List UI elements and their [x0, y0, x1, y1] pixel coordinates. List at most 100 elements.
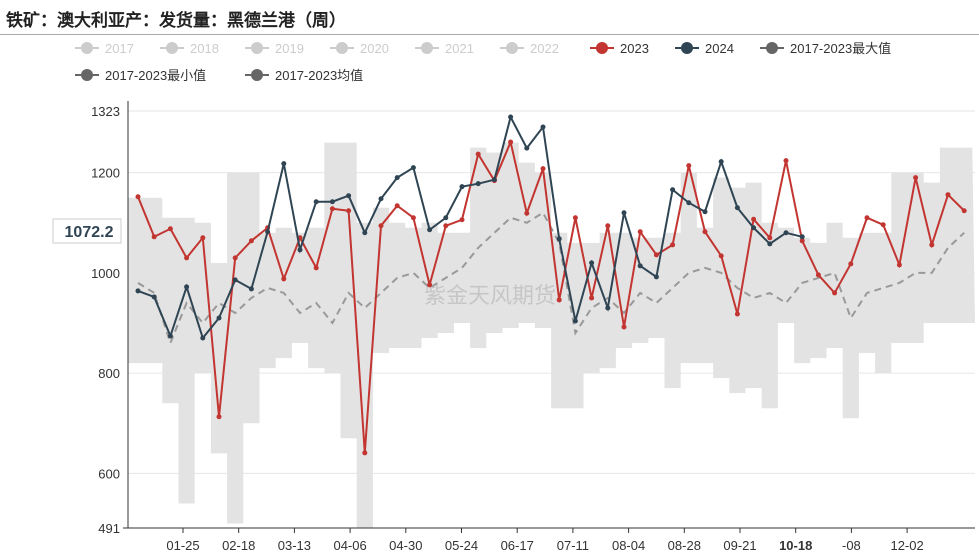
point-2023[interactable]: [378, 223, 384, 229]
point-2024[interactable]: [313, 199, 319, 205]
point-2024[interactable]: [799, 234, 805, 240]
point-2023[interactable]: [216, 414, 222, 420]
point-2024[interactable]: [297, 247, 303, 253]
point-2023[interactable]: [637, 229, 643, 235]
legend-item-2019[interactable]: 2019: [245, 41, 304, 56]
point-2023[interactable]: [475, 151, 481, 157]
point-2023[interactable]: [702, 229, 708, 235]
point-2023[interactable]: [427, 282, 433, 288]
point-2023[interactable]: [248, 238, 254, 244]
point-2024[interactable]: [443, 215, 449, 221]
point-2023[interactable]: [362, 450, 368, 456]
point-2024[interactable]: [459, 184, 465, 190]
point-2023[interactable]: [508, 139, 514, 145]
point-2023[interactable]: [605, 223, 611, 229]
point-2024[interactable]: [491, 177, 497, 183]
point-2024[interactable]: [248, 286, 254, 292]
point-2024[interactable]: [216, 315, 222, 321]
point-2024[interactable]: [734, 205, 740, 211]
point-2023[interactable]: [281, 276, 287, 282]
point-2024[interactable]: [378, 196, 384, 202]
point-2023[interactable]: [184, 255, 190, 261]
point-2024[interactable]: [265, 229, 271, 235]
point-2024[interactable]: [394, 175, 400, 181]
point-2024[interactable]: [751, 225, 757, 231]
point-2023[interactable]: [815, 272, 821, 278]
point-2023[interactable]: [913, 175, 919, 181]
point-2024[interactable]: [200, 335, 206, 341]
point-2023[interactable]: [443, 223, 449, 229]
legend-item-2022[interactable]: 2022: [500, 41, 559, 56]
point-2024[interactable]: [767, 241, 773, 247]
point-2024[interactable]: [556, 236, 562, 242]
legend-item-2024[interactable]: 2024: [675, 41, 734, 56]
point-2023[interactable]: [459, 217, 465, 223]
point-2024[interactable]: [508, 114, 514, 120]
legend-item-2017-2023最小值[interactable]: 2017-2023最小值: [75, 68, 206, 83]
point-2024[interactable]: [151, 294, 157, 300]
point-2023[interactable]: [848, 261, 854, 267]
point-2024[interactable]: [589, 260, 595, 266]
point-2024[interactable]: [540, 124, 546, 130]
legend-item-2017[interactable]: 2017: [75, 41, 134, 56]
point-2023[interactable]: [135, 194, 141, 200]
point-2023[interactable]: [767, 235, 773, 241]
legend-item-2018[interactable]: 2018: [160, 41, 219, 56]
point-2023[interactable]: [961, 208, 967, 214]
point-2024[interactable]: [783, 230, 789, 236]
legend-item-2017-2023均值[interactable]: 2017-2023均值: [245, 68, 363, 83]
point-2023[interactable]: [734, 311, 740, 317]
point-2023[interactable]: [945, 192, 951, 198]
legend-item-2020[interactable]: 2020: [330, 41, 389, 56]
point-2023[interactable]: [864, 215, 870, 221]
point-2024[interactable]: [346, 193, 352, 199]
legend-item-2017-2023最大值[interactable]: 2017-2023最大值: [760, 41, 891, 56]
point-2023[interactable]: [880, 222, 886, 228]
point-2023[interactable]: [556, 297, 562, 303]
point-2024[interactable]: [605, 305, 611, 311]
point-2024[interactable]: [702, 209, 708, 215]
point-2023[interactable]: [232, 255, 238, 261]
point-2023[interactable]: [167, 226, 173, 232]
point-2023[interactable]: [313, 265, 319, 271]
point-2023[interactable]: [718, 253, 724, 259]
point-2024[interactable]: [572, 318, 578, 324]
point-2023[interactable]: [589, 295, 595, 301]
point-2023[interactable]: [799, 238, 805, 244]
point-2023[interactable]: [151, 234, 157, 240]
point-2023[interactable]: [653, 252, 659, 258]
point-2023[interactable]: [686, 163, 692, 169]
point-2023[interactable]: [394, 203, 400, 209]
point-2024[interactable]: [686, 200, 692, 206]
point-2023[interactable]: [572, 215, 578, 221]
point-2023[interactable]: [751, 216, 757, 222]
point-2024[interactable]: [427, 227, 433, 233]
point-2024[interactable]: [524, 145, 530, 151]
point-2023[interactable]: [896, 262, 902, 268]
point-2024[interactable]: [718, 159, 724, 165]
point-2024[interactable]: [670, 187, 676, 193]
point-2024[interactable]: [232, 277, 238, 283]
point-2024[interactable]: [621, 210, 627, 216]
point-2024[interactable]: [135, 288, 141, 294]
point-2024[interactable]: [653, 274, 659, 280]
point-2023[interactable]: [329, 206, 335, 212]
point-2024[interactable]: [410, 165, 416, 171]
point-2023[interactable]: [346, 208, 352, 214]
point-2023[interactable]: [200, 235, 206, 241]
point-2024[interactable]: [637, 263, 643, 269]
point-2024[interactable]: [184, 284, 190, 290]
point-2024[interactable]: [475, 181, 481, 187]
legend-item-2023[interactable]: 2023: [590, 41, 649, 56]
point-2024[interactable]: [281, 161, 287, 167]
point-2023[interactable]: [540, 166, 546, 172]
point-2024[interactable]: [329, 199, 335, 205]
point-2023[interactable]: [783, 158, 789, 164]
point-2023[interactable]: [929, 242, 935, 248]
point-2023[interactable]: [621, 324, 627, 330]
point-2024[interactable]: [362, 230, 368, 236]
point-2023[interactable]: [524, 210, 530, 216]
point-2023[interactable]: [410, 215, 416, 221]
point-2024[interactable]: [167, 333, 173, 339]
legend-item-2021[interactable]: 2021: [415, 41, 474, 56]
